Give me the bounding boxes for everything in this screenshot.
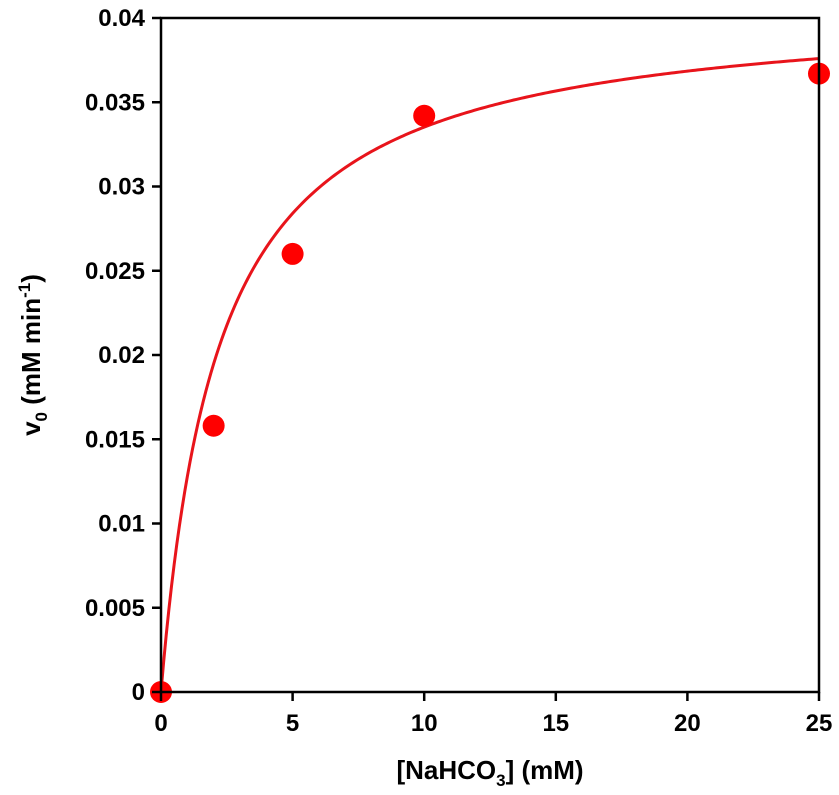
x-tick-label: 0: [154, 710, 167, 737]
fit-curve-layer: [159, 57, 820, 693]
y-tick-label: 0.02: [98, 342, 145, 369]
x-tick-label: 10: [411, 710, 438, 737]
y-axis-title-suffix: ): [16, 274, 46, 283]
x-axis-title: [NaHCO3] (mM): [396, 755, 583, 790]
y-tick-label: 0.015: [85, 426, 145, 453]
x-axis-title-suffix: ] (mM): [506, 755, 584, 785]
plot-frame: [159, 16, 821, 694]
y-axis-title-base: v: [16, 421, 46, 436]
x-axis: 0 5 10 15 20 25: [154, 692, 832, 737]
x-tick-label: 5: [286, 710, 299, 737]
x-axis-title-prefix: [NaHCO: [396, 755, 496, 785]
x-tick-label: 25: [806, 710, 833, 737]
y-axis: 0 0.005 0.01 0.015 0.02 0.025 0.03 0.035 0.04: [85, 5, 161, 706]
y-tick-label: 0.01: [98, 511, 145, 538]
y-tick-label: 0.04: [98, 5, 145, 32]
y-axis-title-middle: (mM min: [16, 298, 46, 412]
fit-curve: [159, 57, 820, 693]
x-axis-title-subscript: 3: [496, 771, 505, 790]
x-tick-label: 15: [542, 710, 569, 737]
y-tick-label: 0.035: [85, 89, 145, 116]
y-tick-label: 0: [132, 679, 145, 706]
data-point: [202, 414, 225, 437]
y-tick-label: 0.025: [85, 258, 145, 285]
data-points-layer: [150, 62, 830, 703]
y-axis-title: v0 (mM min-1): [15, 274, 51, 436]
x-tick-label: 20: [674, 710, 701, 737]
data-point: [413, 104, 436, 127]
data-point: [281, 242, 304, 265]
y-tick-label: 0.03: [98, 174, 145, 201]
y-axis-title-subscript: 0: [32, 412, 51, 421]
y-tick-label: 0.005: [85, 595, 145, 622]
y-axis-title-superscript: -1: [15, 283, 34, 298]
